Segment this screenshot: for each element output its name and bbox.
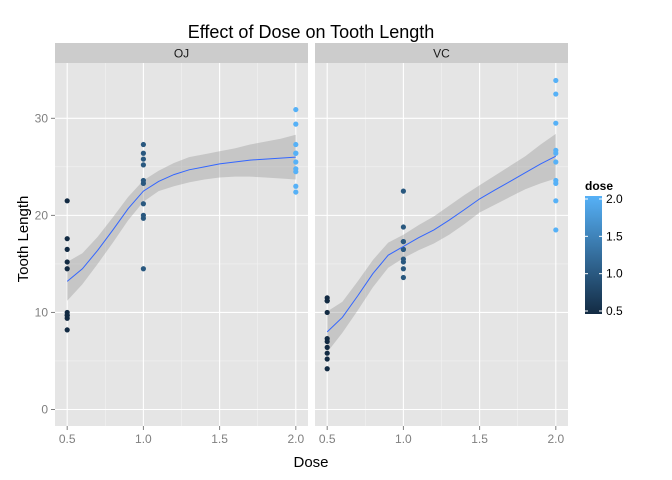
data-point: [553, 180, 559, 186]
data-point: [400, 188, 406, 194]
facet-strip-label: VC: [433, 47, 450, 61]
facet-strip-label: OJ: [174, 47, 189, 61]
data-point: [64, 312, 70, 318]
data-point: [64, 246, 70, 252]
data-point: [140, 177, 146, 184]
data-point: [553, 198, 559, 204]
data-point: [324, 298, 330, 304]
legend-tick-label: 0.5: [606, 304, 623, 318]
data-point: [140, 162, 146, 168]
x-tick-label: 2.0: [547, 432, 564, 446]
data-point: [400, 246, 406, 252]
data-point: [140, 156, 146, 162]
data-point: [140, 201, 146, 207]
y-tick-label: 20: [35, 208, 49, 222]
legend-colorbar: [585, 196, 602, 314]
legend-tick-label: 2.0: [606, 192, 623, 206]
data-point: [64, 236, 70, 242]
smooth-line: [326, 155, 557, 333]
legend-title: dose: [585, 179, 613, 193]
data-point: [553, 159, 559, 165]
data-point: [553, 120, 559, 126]
data-point: [324, 350, 330, 356]
data-point: [293, 150, 299, 156]
data-point: [293, 183, 299, 189]
data-point: [140, 141, 146, 148]
x-axis-title: Dose: [293, 454, 328, 471]
facet-strip: [55, 43, 308, 63]
x-tick-label: 0.5: [319, 432, 336, 446]
data-point: [293, 166, 299, 172]
data-point: [324, 309, 330, 316]
x-tick-label: 1.0: [135, 432, 152, 446]
chart-title: Effect of Dose on Tooth Length: [188, 22, 435, 42]
data-point: [400, 274, 406, 281]
data-point: [293, 106, 299, 113]
y-axis-title: Tooth Length: [15, 196, 32, 283]
x-tick-label: 0.5: [59, 432, 76, 446]
x-tick-label: 1.0: [395, 432, 412, 446]
legend-ticks: 0.5 1.0 1.5 2.0: [585, 192, 623, 318]
data-point: [400, 238, 406, 245]
x-tick-label: 1.5: [211, 432, 228, 446]
legend-tick-label: 1.0: [606, 267, 623, 281]
data-point: [553, 77, 559, 84]
data-point: [64, 266, 70, 272]
data-point: [293, 189, 299, 195]
data-point: [64, 259, 70, 265]
legend-tick-label: 1.5: [606, 229, 623, 243]
data-point: [140, 266, 146, 272]
data-point: [140, 212, 146, 218]
data-point: [324, 366, 330, 372]
data-point: [293, 141, 299, 148]
data-point: [293, 121, 299, 127]
data-point: [400, 224, 406, 230]
data-point: [553, 91, 559, 97]
data-point: [324, 356, 330, 362]
data-point: [293, 159, 299, 165]
smooth-confidence-ribbon: [67, 134, 296, 301]
x-tick-label: 2.0: [287, 432, 304, 446]
data-point: [324, 338, 330, 345]
y-tick-label: 10: [35, 305, 49, 319]
facet-oj: OJ 0.5 1.0 1.5 2.0 0 10 20 30: [35, 43, 308, 446]
data-point: [324, 344, 330, 350]
facet-strip: [315, 43, 568, 63]
smooth-line: [66, 156, 296, 282]
facet-vc: VC 0.5 1.0 1.5 2.0: [315, 43, 568, 446]
data-point: [64, 198, 70, 204]
facet-panels: OJ 0.5 1.0 1.5 2.0 0 10 20 30 VC 0.5 1.0 1.5 2.0: [35, 43, 568, 446]
y-tick-label: 0: [41, 403, 48, 417]
data-point: [400, 266, 406, 272]
data-point: [64, 327, 70, 333]
y-tick-label: 30: [35, 111, 49, 125]
data-point: [400, 256, 406, 262]
data-point: [553, 147, 559, 153]
x-tick-label: 1.5: [471, 432, 488, 446]
data-point: [140, 150, 146, 156]
legend: dose 0.5 1.0 1.5 2.0: [585, 179, 623, 318]
data-point: [553, 227, 559, 233]
